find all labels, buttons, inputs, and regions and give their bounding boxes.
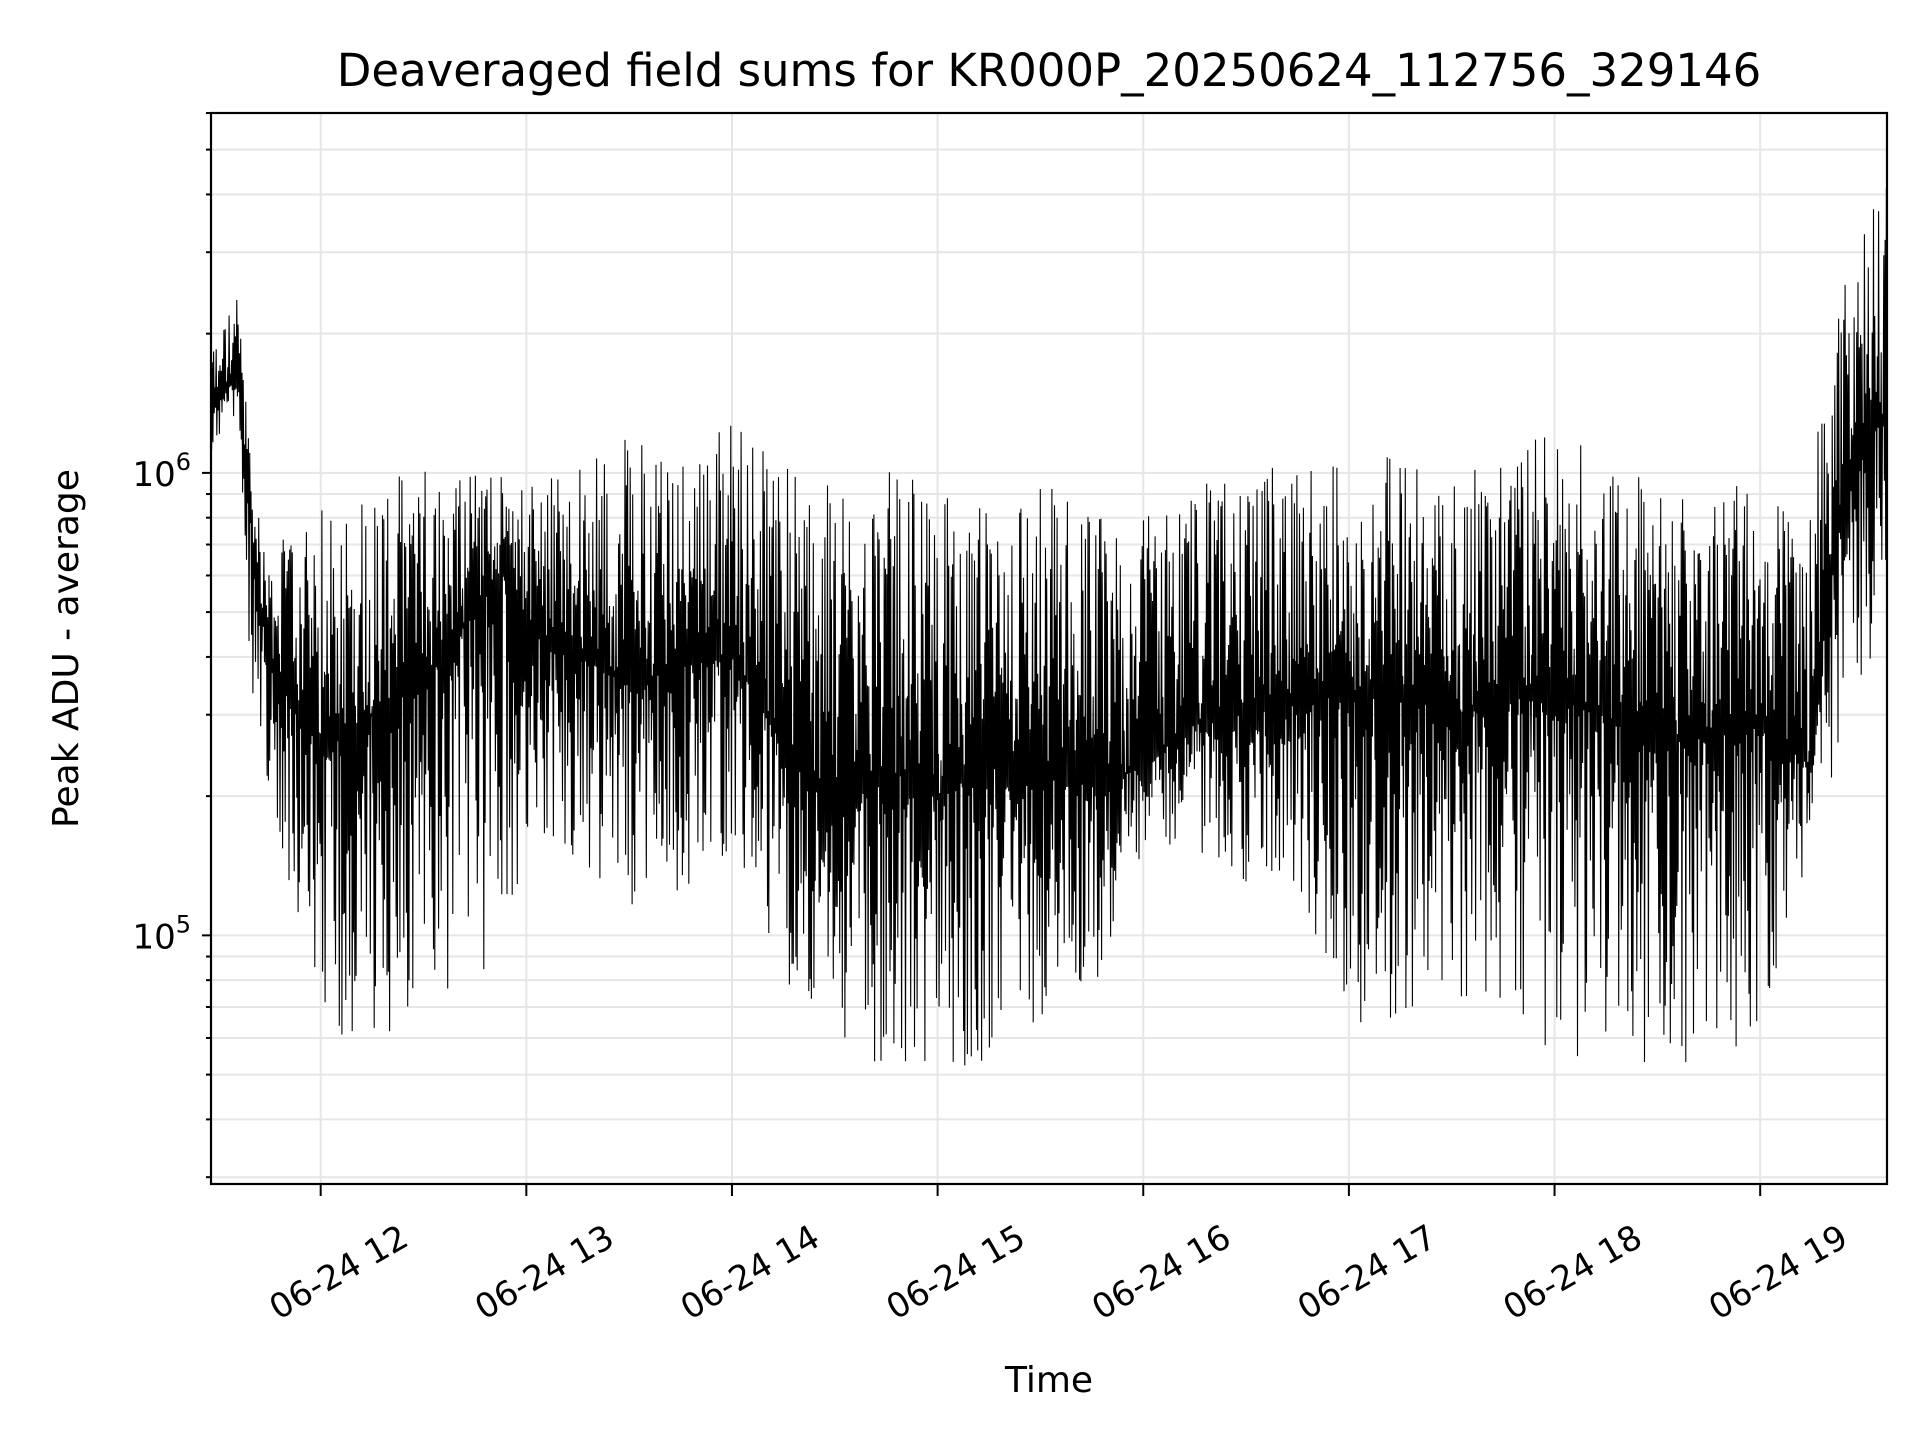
x-tick-label: 06-24 12 — [263, 1217, 415, 1328]
x-tick-label: 06-24 14 — [674, 1217, 826, 1328]
x-tick-label: 06-24 13 — [468, 1217, 620, 1328]
y-axis-label: Peak ADU - average — [46, 469, 87, 828]
chart-title: Deaveraged field sums for KR000P_2025062… — [337, 44, 1761, 97]
y-tick-label: 106 — [132, 448, 191, 495]
x-tick-label: 06-24 18 — [1497, 1217, 1649, 1328]
x-axis-label: Time — [1004, 1360, 1093, 1401]
series-line-group — [210, 187, 1888, 1066]
x-tick-label: 06-24 19 — [1702, 1217, 1854, 1328]
x-tick-label: 06-24 16 — [1085, 1217, 1237, 1328]
plot-frame — [209, 111, 1889, 1186]
x-tick-label: 06-24 15 — [880, 1217, 1032, 1328]
x-tick-label: 06-24 17 — [1291, 1217, 1443, 1328]
y-tick-label: 105 — [132, 910, 191, 957]
series-line — [210, 187, 1888, 1066]
